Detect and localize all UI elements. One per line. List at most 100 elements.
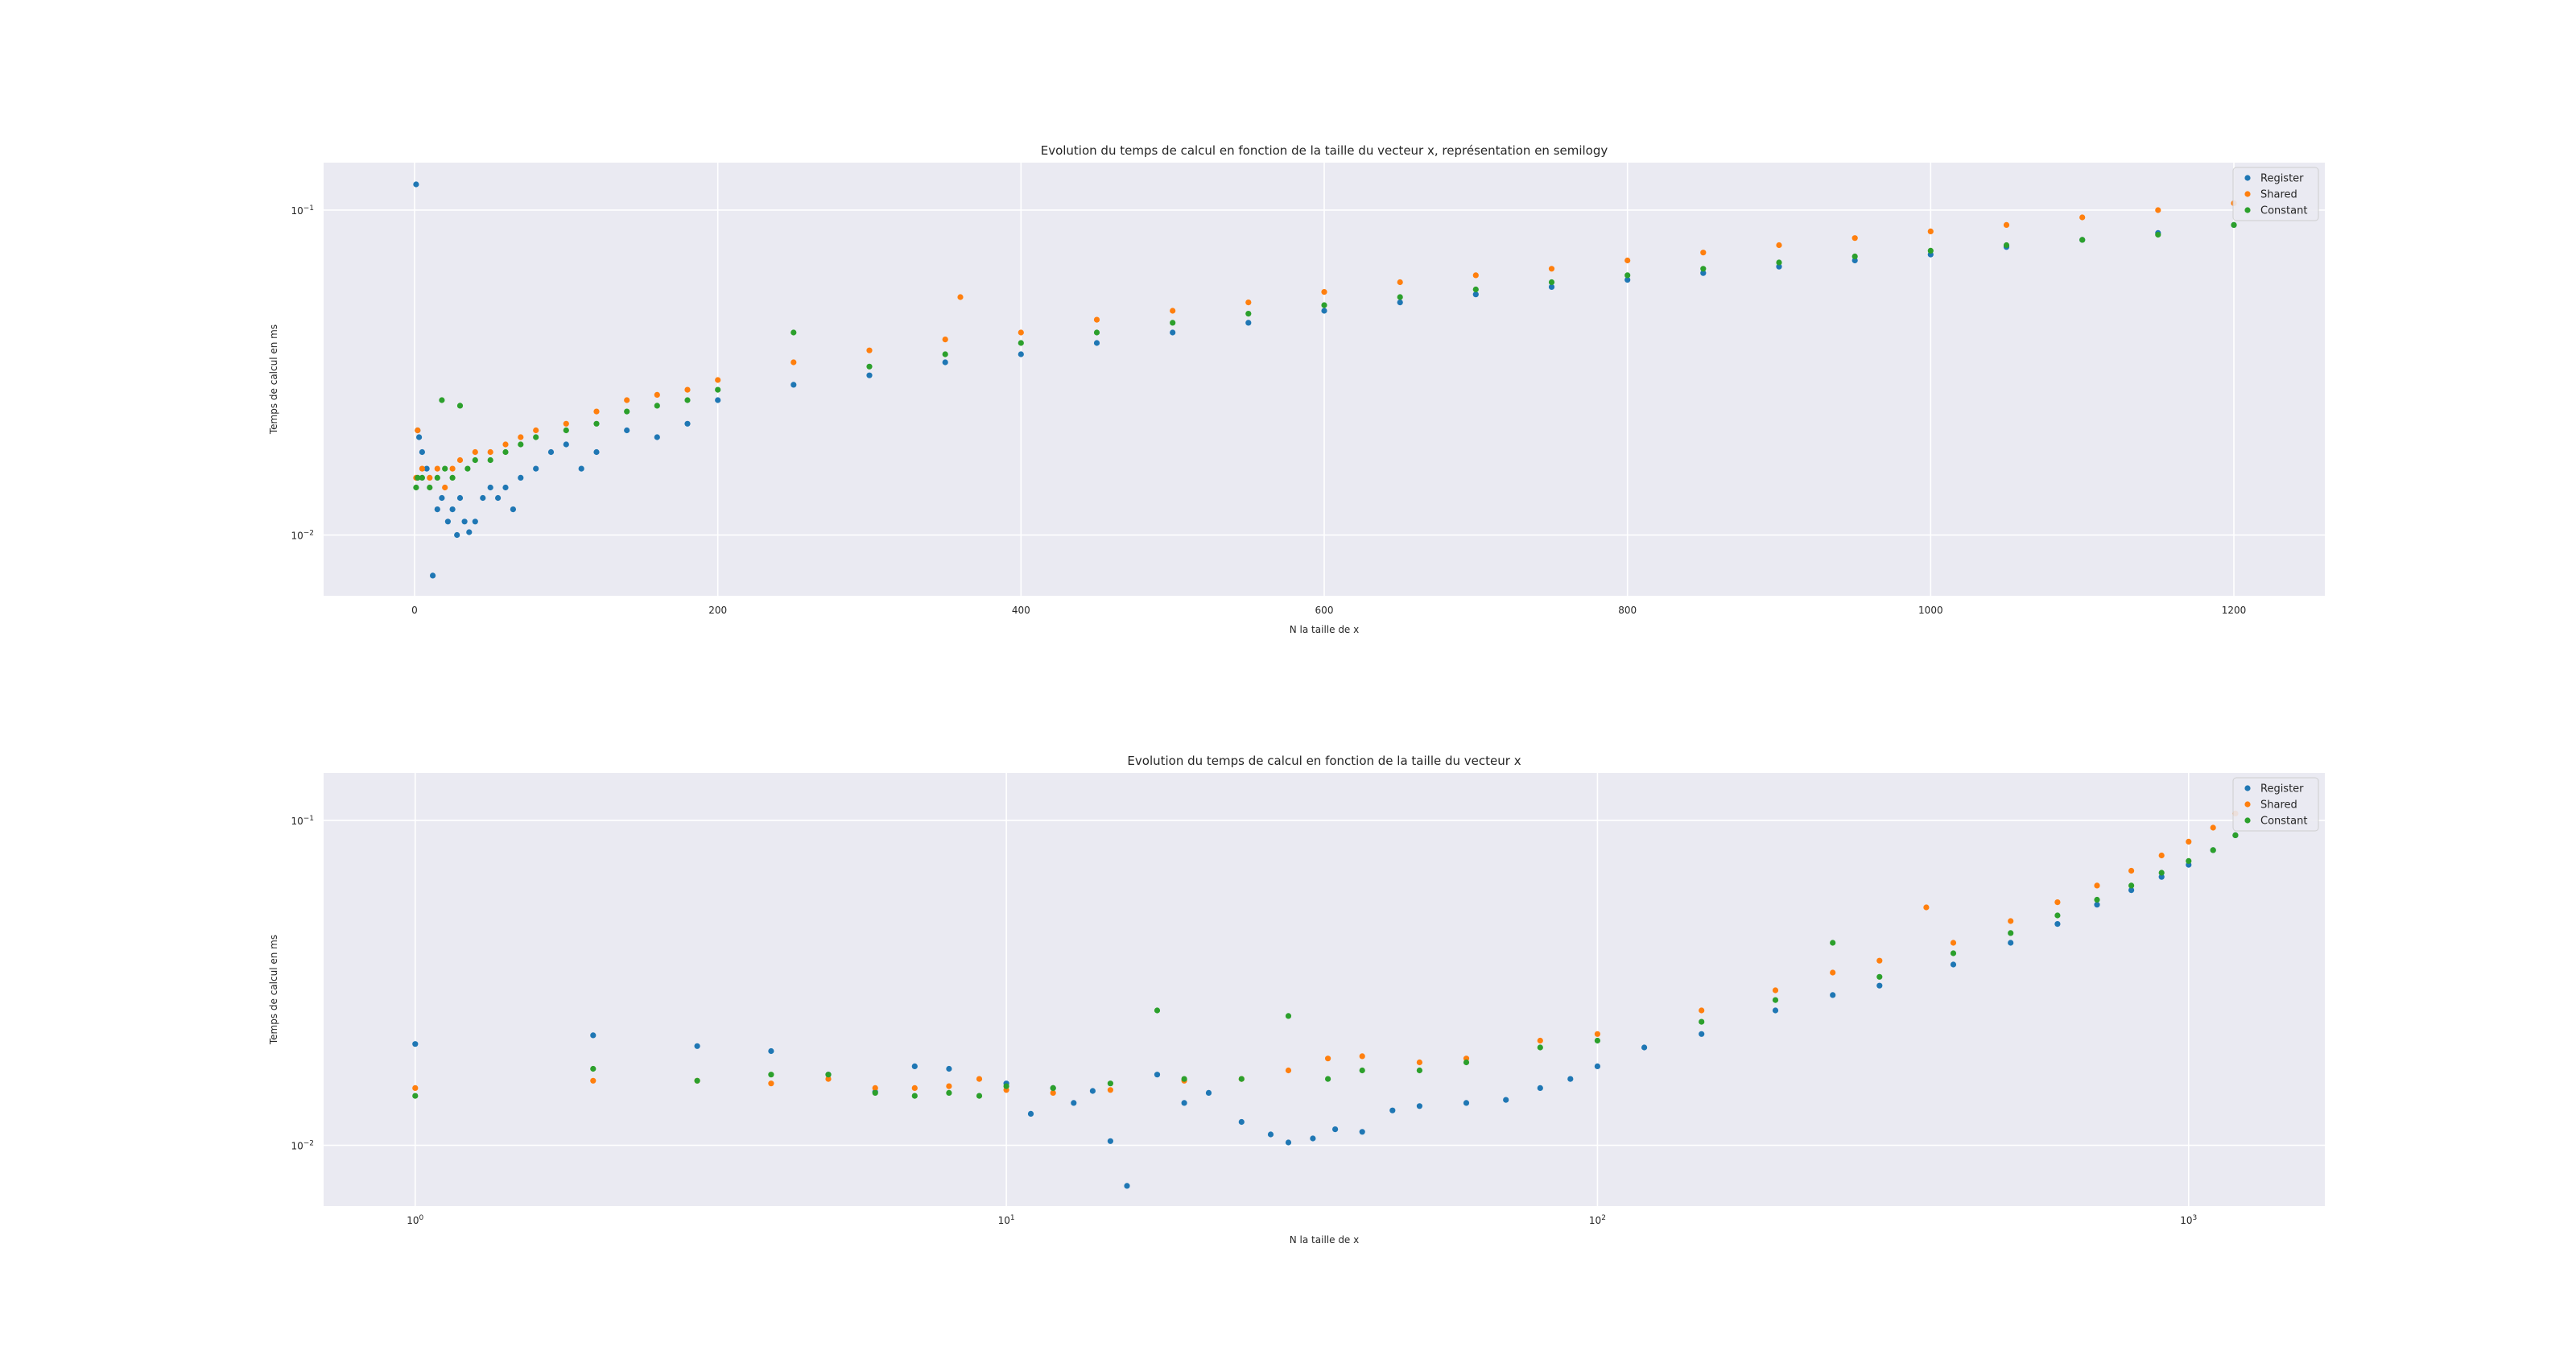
data-point-shared	[456, 457, 464, 464]
data-point-shared	[2008, 918, 2014, 924]
data-point-shared	[518, 434, 524, 440]
data-point-register	[1332, 1126, 1339, 1133]
data-point-constant	[1699, 1018, 1705, 1025]
series-constant	[412, 832, 2239, 1099]
data-point-shared	[1245, 300, 1252, 306]
data-point-constant	[1950, 950, 1957, 956]
data-point-register	[423, 465, 430, 472]
legend-marker-register	[2244, 785, 2251, 791]
data-point-shared	[2054, 899, 2061, 906]
data-point-constant	[1397, 294, 1403, 300]
legend-label-shared: Shared	[2260, 189, 2297, 201]
legend-marker-constant	[2244, 207, 2251, 213]
data-point-register	[547, 448, 555, 456]
x-tick-label: 400	[1012, 605, 1030, 616]
data-point-register	[1071, 1100, 1077, 1106]
data-point-shared	[412, 1085, 419, 1091]
data-point-shared	[825, 1076, 832, 1082]
legend-marker-constant	[2244, 817, 2251, 824]
data-point-register	[1359, 1129, 1365, 1135]
x-tick-label: 800	[1618, 605, 1637, 616]
data-point-register	[866, 372, 873, 378]
data-point-register	[1310, 1135, 1316, 1142]
legend-label-register: Register	[2260, 783, 2304, 795]
data-point-shared	[593, 408, 600, 415]
data-point-register	[1776, 263, 1782, 270]
data-point-register	[456, 494, 464, 502]
data-point-register	[768, 1047, 774, 1055]
data-point-constant	[1093, 329, 1100, 336]
data-point-register	[684, 420, 691, 427]
data-point-constant	[1927, 247, 1934, 254]
data-point-register	[1950, 961, 1957, 968]
x-tick-label: 1200	[2222, 605, 2247, 616]
data-point-constant	[1107, 1080, 1113, 1087]
data-point-register	[1700, 270, 1707, 276]
data-point-shared	[563, 420, 569, 427]
data-point-constant	[1154, 1007, 1161, 1014]
data-point-shared	[1397, 279, 1403, 286]
data-point-shared	[590, 1077, 597, 1084]
data-point-register	[1397, 300, 1403, 306]
data-point-constant	[563, 427, 569, 434]
chart-panel-1: 0 200 400 600 800 1000 1200 10−2 10−1 Evolution d…	[268, 143, 2325, 635]
data-point-register	[1170, 329, 1176, 336]
data-point-constant	[2155, 231, 2161, 238]
data-point-constant	[427, 484, 433, 491]
data-point-register	[1624, 277, 1631, 283]
data-point-register	[2094, 902, 2100, 908]
data-point-shared	[1325, 1056, 1331, 1062]
data-point-constant	[946, 1089, 952, 1096]
data-point-constant	[1416, 1067, 1422, 1074]
x-tick-label: 0	[411, 605, 418, 616]
data-point-shared	[442, 484, 448, 491]
data-point-register	[1154, 1072, 1161, 1078]
data-point-constant	[2094, 896, 2100, 903]
data-point-shared	[2210, 824, 2216, 831]
data-point-shared	[946, 1083, 952, 1089]
data-point-register	[1463, 1100, 1470, 1106]
data-point-constant	[1700, 266, 1707, 272]
data-point-constant	[942, 351, 948, 357]
data-point-shared	[472, 448, 478, 456]
data-point-constant	[449, 474, 456, 481]
data-point-constant	[1238, 1076, 1245, 1082]
legend-label-constant: Constant	[2260, 816, 2307, 828]
data-point-constant	[791, 329, 797, 336]
data-point-constant	[464, 465, 471, 472]
data-point-register	[1285, 1139, 1292, 1146]
data-point-constant	[1830, 940, 1836, 946]
data-point-constant	[1624, 272, 1631, 279]
data-point-constant	[2008, 930, 2014, 936]
data-point-register	[1205, 1089, 1212, 1096]
data-point-constant	[439, 397, 445, 403]
data-point-shared	[2186, 838, 2192, 845]
data-point-shared	[1830, 969, 1836, 976]
data-point-shared	[2155, 207, 2161, 213]
data-point-constant	[1548, 279, 1555, 286]
data-point-register	[624, 427, 630, 434]
data-point-shared	[791, 359, 797, 366]
y-tick-label: 10−2	[291, 530, 314, 542]
data-point-constant	[456, 403, 464, 409]
data-point-constant	[1772, 997, 1779, 1003]
data-point-constant	[715, 386, 721, 393]
data-point-shared	[2094, 882, 2100, 889]
data-point-shared	[487, 448, 493, 456]
data-point-shared	[976, 1076, 983, 1082]
data-point-register	[444, 519, 452, 525]
data-point-shared	[768, 1080, 774, 1087]
chart-title: Evolution du temps de calcul en fonction…	[1127, 754, 1521, 768]
data-point-constant	[911, 1093, 918, 1099]
data-point-constant	[2158, 870, 2165, 876]
data-point-register	[510, 506, 517, 513]
data-point-shared	[449, 465, 456, 472]
x-tick-label: 200	[708, 605, 727, 616]
data-point-constant	[593, 420, 600, 427]
data-point-register	[419, 448, 426, 456]
data-point-register	[1321, 308, 1327, 314]
data-point-register	[1852, 257, 1858, 264]
x-tick-label: 1000	[1918, 605, 1943, 616]
data-point-register	[2008, 940, 2014, 946]
legend-box	[2232, 167, 2319, 221]
